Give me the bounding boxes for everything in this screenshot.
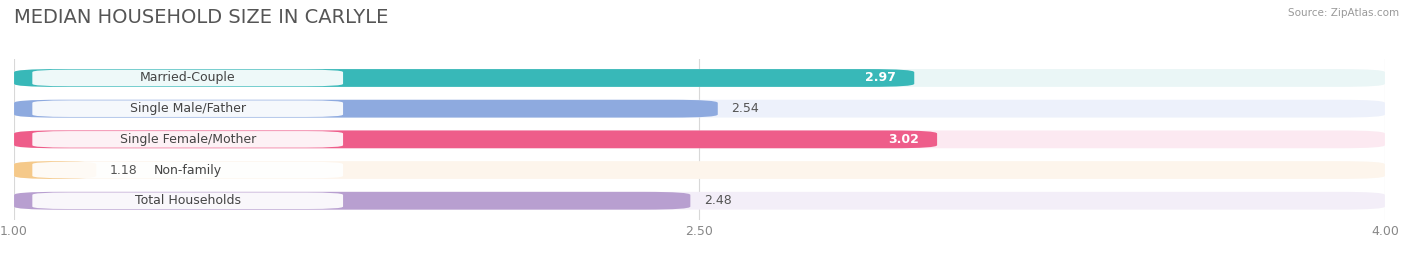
Text: Total Households: Total Households <box>135 194 240 207</box>
FancyBboxPatch shape <box>32 131 343 148</box>
FancyBboxPatch shape <box>14 69 1385 87</box>
FancyBboxPatch shape <box>14 131 936 148</box>
FancyBboxPatch shape <box>32 70 343 86</box>
FancyBboxPatch shape <box>14 100 1385 118</box>
FancyBboxPatch shape <box>14 100 717 118</box>
FancyBboxPatch shape <box>32 192 343 209</box>
FancyBboxPatch shape <box>32 162 343 178</box>
Text: Single Female/Mother: Single Female/Mother <box>120 133 256 146</box>
FancyBboxPatch shape <box>14 192 1385 210</box>
FancyBboxPatch shape <box>14 161 1385 179</box>
Text: 2.54: 2.54 <box>731 102 759 115</box>
Text: MEDIAN HOUSEHOLD SIZE IN CARLYLE: MEDIAN HOUSEHOLD SIZE IN CARLYLE <box>14 8 388 27</box>
Text: 2.97: 2.97 <box>865 72 896 84</box>
Text: Married-Couple: Married-Couple <box>139 72 236 84</box>
Text: 1.18: 1.18 <box>110 163 138 177</box>
Text: 3.02: 3.02 <box>889 133 920 146</box>
Text: 2.48: 2.48 <box>704 194 731 207</box>
Text: Source: ZipAtlas.com: Source: ZipAtlas.com <box>1288 8 1399 18</box>
FancyBboxPatch shape <box>14 69 914 87</box>
Text: Single Male/Father: Single Male/Father <box>129 102 246 115</box>
Text: Non-family: Non-family <box>153 163 222 177</box>
FancyBboxPatch shape <box>14 161 96 179</box>
FancyBboxPatch shape <box>32 100 343 117</box>
FancyBboxPatch shape <box>14 192 690 210</box>
FancyBboxPatch shape <box>14 131 1385 148</box>
